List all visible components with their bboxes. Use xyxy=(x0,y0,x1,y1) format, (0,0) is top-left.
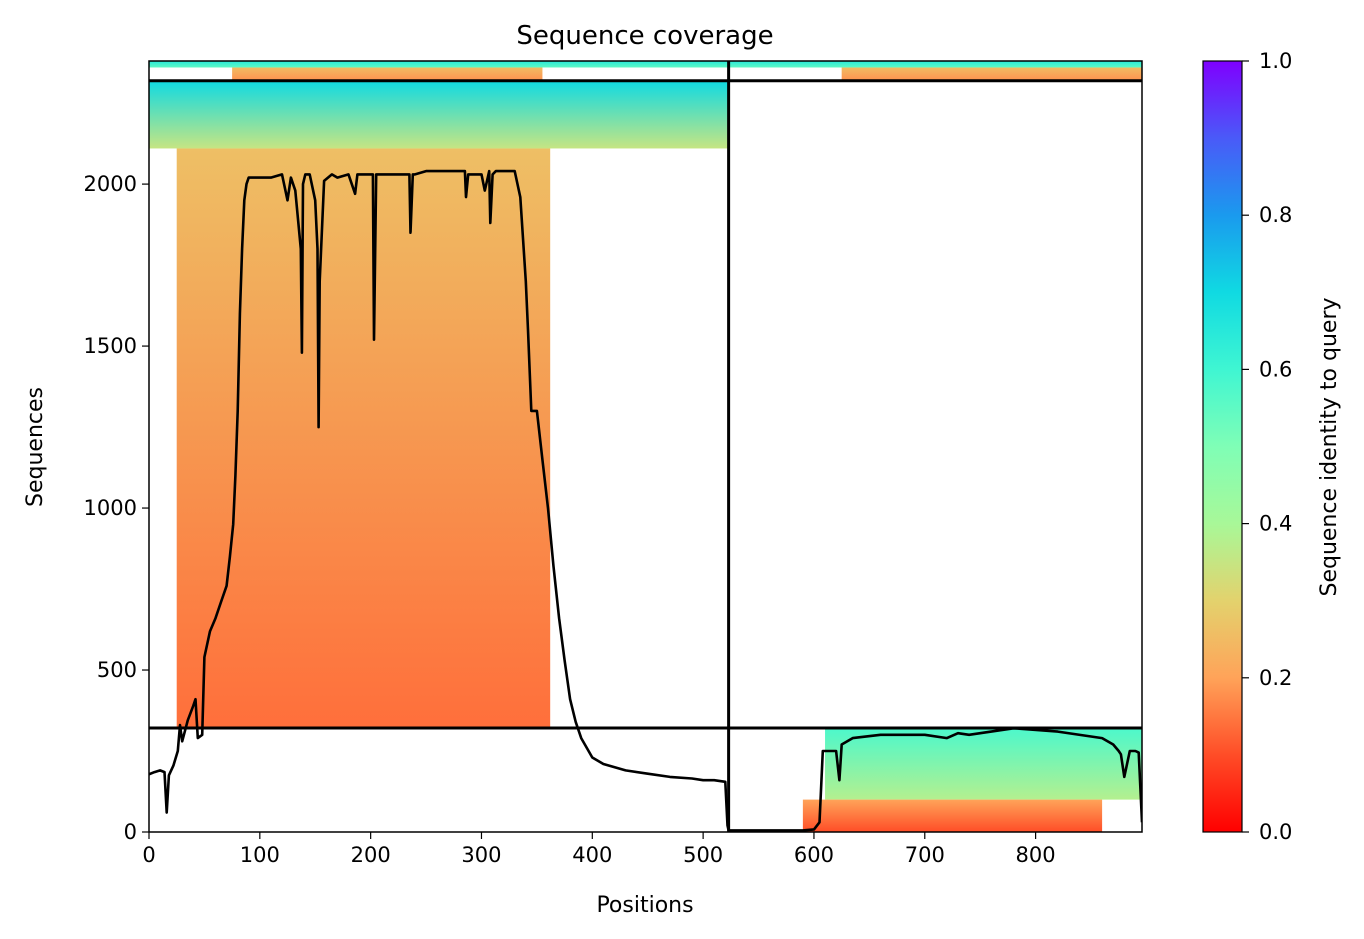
block-chain2-low xyxy=(802,799,1103,832)
block-chain1-upper-strip xyxy=(232,67,543,81)
colorbar-tick-label: 0.8 xyxy=(1259,203,1292,227)
colorbar-tick-label: 0.6 xyxy=(1259,357,1292,381)
block-chain2-main xyxy=(825,728,1142,800)
x-tick-label: 0 xyxy=(142,843,155,867)
x-tick-label: 600 xyxy=(794,843,834,867)
x-tick-label: 500 xyxy=(683,843,723,867)
x-tick-label: 100 xyxy=(240,843,280,867)
colorbar-tick-label: 0.0 xyxy=(1259,820,1292,844)
x-tick-label: 400 xyxy=(572,843,612,867)
x-tick-label: 200 xyxy=(351,843,391,867)
colorbar-label: Sequence identity to query xyxy=(1317,297,1342,596)
block-chain2-topmost xyxy=(728,61,1142,68)
x-axis-label: Positions xyxy=(596,893,693,918)
colorbar-tick-label: 1.0 xyxy=(1259,49,1292,73)
colorbar xyxy=(1202,60,1243,833)
x-tick-label: 300 xyxy=(461,843,501,867)
y-tick-label: 0 xyxy=(124,820,137,844)
coverage-heatmap xyxy=(149,61,1142,832)
y-tick-label: 1000 xyxy=(84,496,137,520)
y-tick-label: 1500 xyxy=(84,334,137,358)
y-tick-label: 500 xyxy=(97,658,137,682)
y-tick-label: 2000 xyxy=(84,172,137,196)
colorbar-tick-label: 0.4 xyxy=(1259,512,1292,536)
y-axis-label: Sequences xyxy=(23,387,48,507)
coverage-line-series-0 xyxy=(149,169,1142,832)
plot-frame xyxy=(148,60,1143,833)
x-axis-ticks: 0 100 200 300 400 500 600 700 800 xyxy=(142,832,1056,867)
coverage-line xyxy=(149,169,1142,832)
domain-boundaries xyxy=(149,61,1142,832)
x-tick-label: 800 xyxy=(1016,843,1056,867)
y-axis-ticks: 0 500 1000 1500 2000 xyxy=(84,172,149,844)
x-tick-label: 700 xyxy=(905,843,945,867)
block-chain1-topmost xyxy=(149,61,729,68)
colorbar-tick-label: 0.2 xyxy=(1259,666,1292,690)
block-chain1-top xyxy=(149,80,729,149)
block-chain1-main xyxy=(176,148,551,729)
block-chain2-upper-strip xyxy=(841,67,1142,81)
colorbar-ticks: 0.0 0.2 0.4 0.6 0.8 1.0 xyxy=(1242,49,1292,844)
chart-title: Sequence coverage xyxy=(516,21,773,51)
